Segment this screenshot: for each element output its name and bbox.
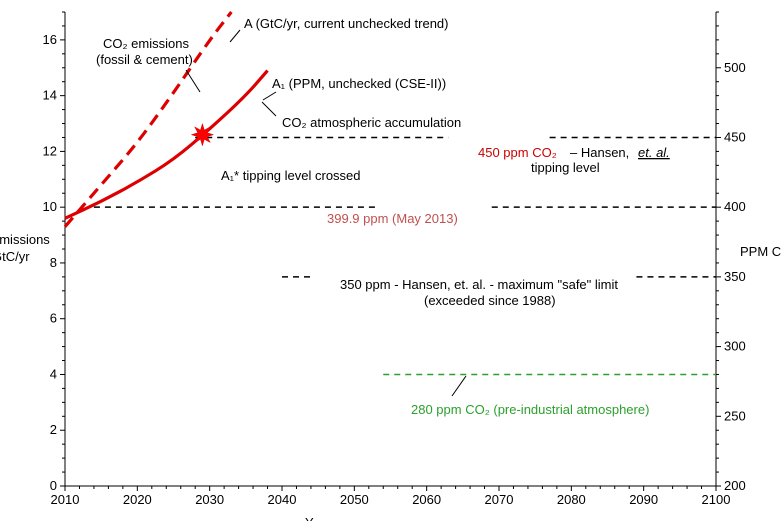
y2-tick-label: 250 [724,408,746,423]
x-tick-label: 2010 [51,492,80,507]
x-tick-label: 2050 [340,492,369,507]
label-emissions-line1: CO₂ emissions [103,36,189,51]
y-axis-label-unit: GtC/yr [0,249,30,264]
x-tick-label: 2070 [485,492,514,507]
series-line [64,69,269,220]
y-tick-label: 8 [50,255,57,270]
y2-tick-label: 300 [724,339,746,354]
pointer-a1 [262,91,277,101]
x-tick-label: 2020 [123,492,152,507]
y-tick-label: 0 [50,478,57,493]
label-a1: A₁ (PPM, unchecked (CSE-II)) [272,76,446,91]
y2-tick-label: 200 [724,478,746,493]
tipping-point-star-icon [190,122,215,147]
y-tick-label: 6 [50,311,57,326]
y-tick-label: 14 [43,88,57,103]
label-a: A (GtC/yr, current unchecked trend) [244,16,448,31]
series-lines [63,11,716,376]
tick-marks [60,11,721,491]
y2-axis-label: PPM C [740,244,781,259]
pointer-emissions [185,69,201,93]
y-tick-label: 12 [43,143,57,158]
y-axis-label: emissions [0,232,50,247]
pointer-lines [185,29,467,397]
label-may-2013: 399.9 ppm (May 2013) [327,211,458,226]
y-tick-label: 10 [43,199,57,214]
label-pre-industrial: 280 ppm CO₂ (pre-industrial atmosphere) [411,402,649,417]
label-450-etal: et. al. [638,145,670,160]
series-line [63,11,233,228]
x-tick-label: 2040 [268,492,297,507]
y2-tick-label: 500 [724,60,746,75]
label-350-exceeded: (exceeded since 1988) [424,293,556,308]
x-axis-label: Y [305,515,314,521]
y-tick-label: 16 [43,32,57,47]
label-450-ppm: 450 ppm CO₂ [478,145,557,160]
label-450-hansen: – Hansen, [570,145,629,160]
label-emissions-line2: (fossil & cement) [96,52,193,67]
label-450-tipping: tipping level [531,160,600,175]
x-tick-label: 2030 [195,492,224,507]
x-tick-label: 2060 [412,492,441,507]
y2-tick-label: 450 [724,129,746,144]
x-tick-label: 2090 [629,492,658,507]
y2-tick-label: 400 [724,199,746,214]
x-tick-label: 2080 [557,492,586,507]
label-accumulation: CO₂ atmospheric accumulation [282,115,461,130]
label-tipping-crossed: A₁* tipping level crossed [221,168,361,183]
pointer-accum [261,101,277,117]
y-tick-label: 2 [50,422,57,437]
tick-labels: 0 2 4 6 8 10 12 14 16 200 250 300 350 400 450 500 2010 20… [43,32,746,507]
y2-tick-label: 350 [724,269,746,284]
x-tick-label: 2100 [702,492,731,507]
label-350-safe: 350 ppm - Hansen, et. al. - maximum "saf… [340,277,618,292]
y-tick-label: 4 [50,366,57,381]
pointer-preind [451,375,467,397]
pointer-a [229,29,241,43]
